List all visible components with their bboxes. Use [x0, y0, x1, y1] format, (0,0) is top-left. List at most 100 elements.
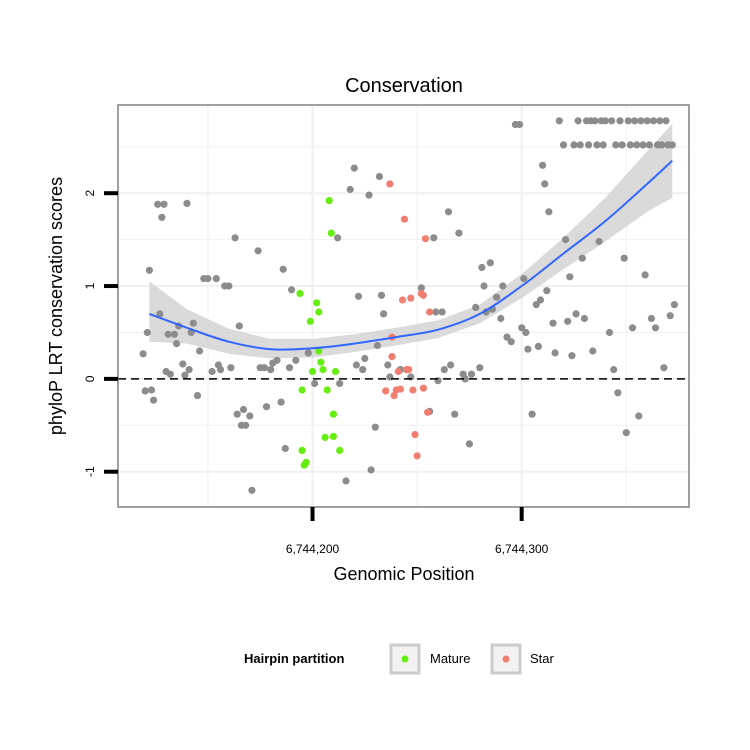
- point-other: [179, 360, 187, 368]
- point-other: [371, 423, 379, 431]
- point-other: [373, 341, 381, 350]
- point-other: [589, 347, 597, 355]
- x-tick-label: 6,744,200: [286, 542, 340, 556]
- point-other: [417, 284, 425, 292]
- point-other: [193, 392, 202, 400]
- point-other: [660, 364, 668, 372]
- point-mature: [331, 367, 340, 376]
- point-other: [354, 292, 363, 300]
- point-other: [377, 291, 386, 299]
- point-other: [185, 366, 193, 374]
- point-mature: [308, 367, 317, 376]
- point-other: [599, 141, 607, 149]
- point-other: [150, 396, 158, 404]
- point-other: [181, 371, 189, 379]
- point-other: [545, 208, 553, 216]
- point-other: [566, 273, 574, 281]
- point-other: [612, 141, 620, 149]
- point-mature: [317, 358, 325, 366]
- point-other: [536, 296, 545, 304]
- point-other: [551, 349, 559, 357]
- point-star: [390, 392, 398, 400]
- point-other: [233, 410, 241, 418]
- point-other: [143, 328, 151, 337]
- point-other: [480, 282, 488, 290]
- point-star: [426, 308, 434, 316]
- point-other: [166, 370, 174, 378]
- point-other: [455, 229, 463, 237]
- point-other: [574, 117, 582, 125]
- point-mature: [327, 229, 335, 237]
- point-other: [164, 330, 172, 338]
- point-other: [273, 356, 281, 364]
- point-other: [352, 361, 360, 369]
- point-other: [204, 275, 212, 283]
- point-other: [524, 345, 532, 353]
- point-other: [637, 117, 645, 125]
- point-other: [601, 117, 609, 125]
- point-other: [578, 254, 586, 262]
- point-mature: [315, 347, 323, 355]
- y-axis-title: phyloP LRT conservation scores: [46, 177, 66, 435]
- point-other: [670, 301, 679, 309]
- point-mature: [323, 386, 331, 394]
- point-other: [503, 333, 511, 341]
- point-star: [419, 291, 427, 299]
- point-other: [618, 141, 626, 149]
- point-other: [235, 322, 243, 330]
- chart-title: Conservation: [345, 75, 463, 97]
- point-other: [522, 328, 530, 337]
- point-star: [400, 215, 409, 223]
- point-other: [285, 364, 294, 372]
- y-tick-label: 1: [83, 282, 97, 289]
- point-other: [593, 141, 601, 149]
- point-other: [534, 342, 543, 350]
- axes-layer: -1 0 1 2 6,744,200 6,744,300: [83, 190, 548, 556]
- point-other: [304, 349, 312, 357]
- y-tick-label: 0: [83, 375, 97, 382]
- point-other: [447, 361, 455, 369]
- point-other: [658, 141, 666, 149]
- point-mature: [329, 432, 337, 440]
- point-other: [472, 303, 480, 311]
- point-other: [478, 263, 486, 272]
- point-other: [476, 364, 484, 372]
- point-other: [239, 405, 248, 414]
- point-mature: [325, 197, 333, 205]
- point-other: [334, 234, 342, 242]
- point-other: [346, 185, 354, 194]
- point-other: [656, 117, 664, 125]
- point-other: [461, 375, 469, 383]
- point-other: [465, 440, 473, 448]
- point-other: [160, 200, 168, 208]
- point-other: [645, 141, 653, 149]
- point-other: [614, 389, 622, 397]
- point-other: [591, 117, 599, 125]
- point-other: [350, 164, 358, 172]
- point-other: [497, 314, 505, 323]
- point-other: [227, 364, 235, 372]
- point-star: [398, 296, 407, 304]
- point-other: [568, 352, 576, 360]
- point-other: [564, 317, 572, 325]
- point-other: [570, 141, 578, 149]
- point-star: [386, 180, 394, 188]
- point-mature: [296, 289, 304, 298]
- point-other: [641, 271, 649, 279]
- point-other: [555, 117, 563, 125]
- point-other: [539, 161, 547, 169]
- point-other: [173, 340, 181, 348]
- point-other: [643, 117, 651, 125]
- point-other: [248, 486, 256, 494]
- point-other: [254, 247, 262, 255]
- point-other: [576, 141, 584, 149]
- point-other: [631, 117, 639, 125]
- legend-title: Hairpin partition: [244, 651, 344, 666]
- point-other: [649, 117, 658, 125]
- point-mature: [302, 458, 310, 466]
- point-mature: [336, 446, 344, 454]
- point-other: [158, 213, 166, 221]
- point-other: [626, 141, 635, 149]
- point-star: [413, 452, 421, 460]
- point-other: [260, 364, 268, 372]
